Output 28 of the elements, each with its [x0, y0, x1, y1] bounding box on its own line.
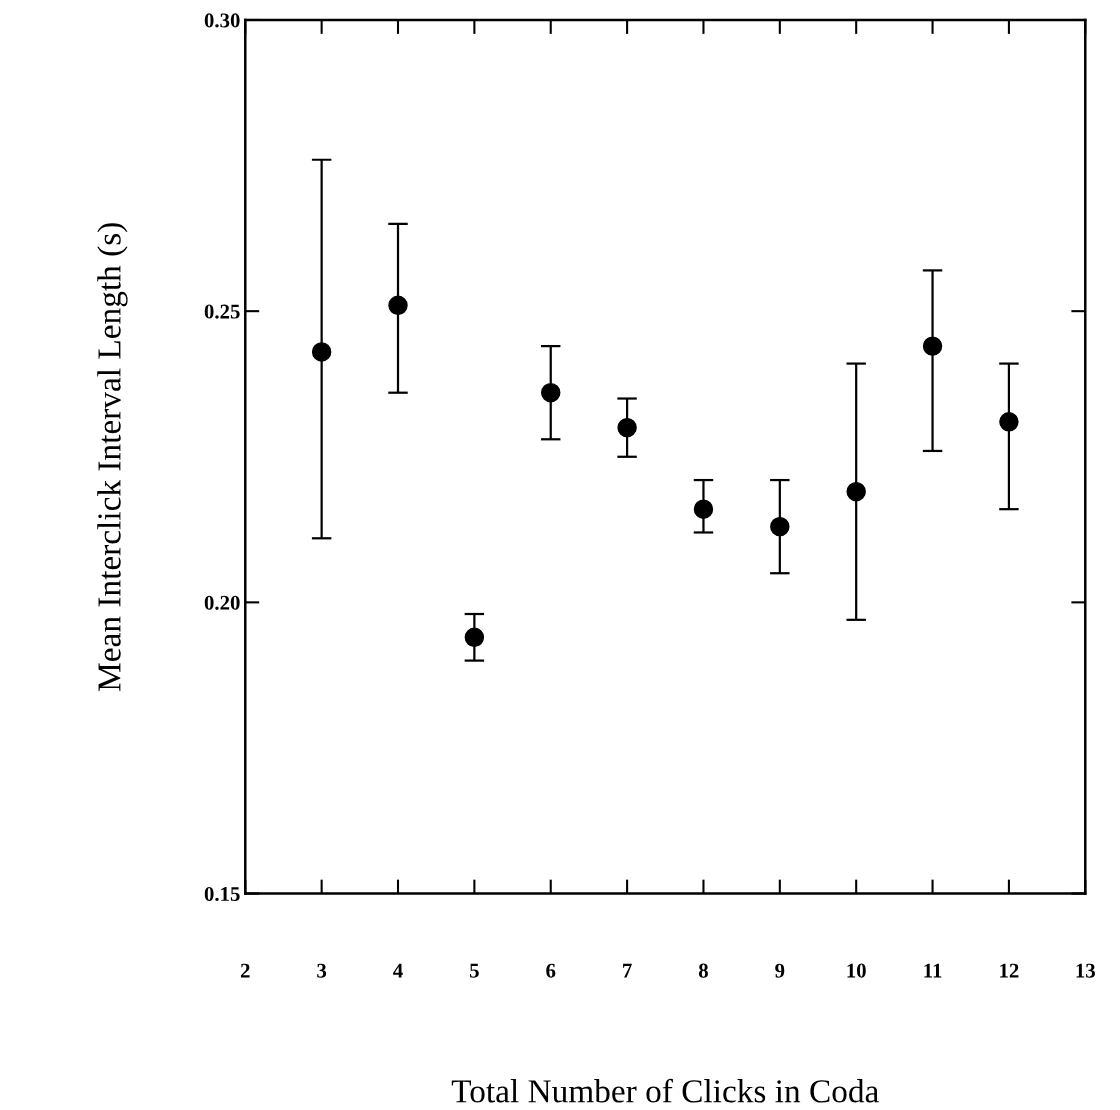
point: [617, 417, 637, 438]
point: [846, 481, 866, 502]
point: [922, 336, 943, 356]
y-tick-label: 0.15: [204, 886, 240, 902]
x-tick-label: 9: [775, 963, 785, 978]
x-tick-label: 13: [1076, 963, 1095, 978]
x-tick-label: 6: [546, 963, 556, 978]
point: [311, 342, 332, 362]
x-tick-label: 12: [1000, 963, 1019, 978]
x-tick-label: 10: [847, 963, 866, 978]
point: [770, 516, 790, 537]
y-tick-label: 0.25: [204, 304, 240, 319]
y-axis-title: Mean Interclick Interval Length (s): [97, 223, 128, 691]
x-axis-title: Total Number of Clicks in Coda: [451, 1078, 879, 1103]
x-tick-label: 5: [470, 963, 479, 978]
x-tick-label: 7: [623, 963, 632, 978]
point: [541, 382, 561, 403]
point: [464, 627, 485, 648]
x-tick-label: 2: [240, 963, 250, 978]
x-tick-label: 11: [924, 963, 942, 978]
y-tick-label: 0.30: [204, 13, 240, 28]
point: [693, 499, 714, 519]
x-tick-label: 3: [317, 963, 327, 978]
x-tick-label: 4: [393, 963, 403, 978]
y-tick-label: 0.20: [204, 595, 240, 610]
point: [999, 412, 1019, 432]
x-tick-label: 8: [698, 963, 708, 978]
point: [388, 295, 408, 316]
